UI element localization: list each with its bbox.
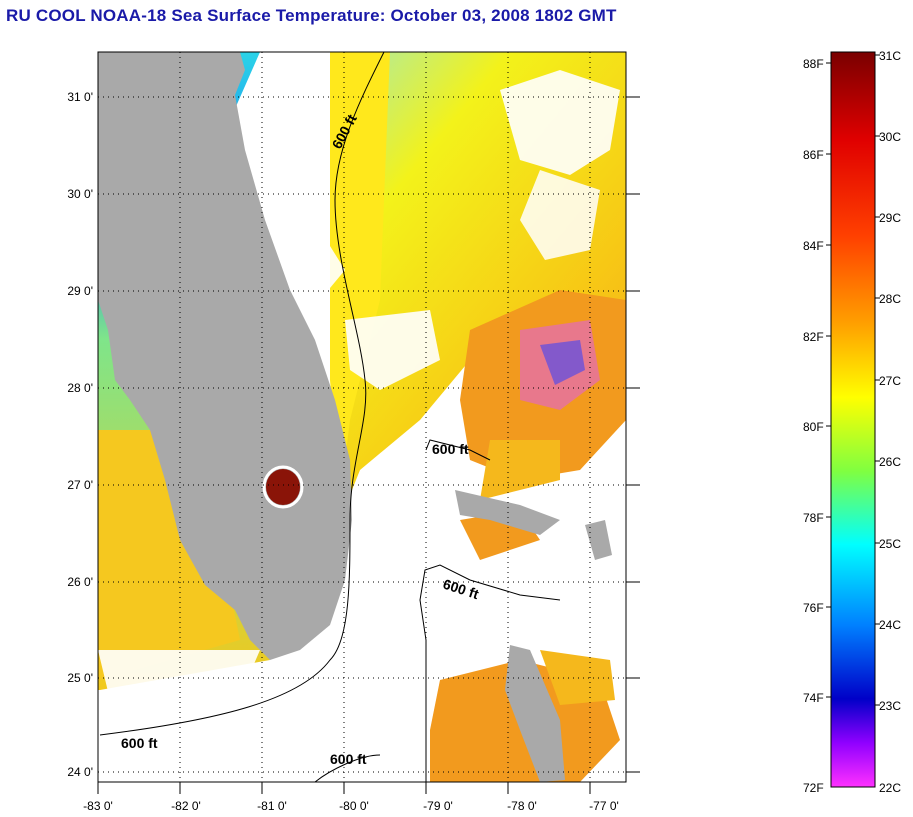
- colorbar-c-label: 30C: [879, 130, 901, 144]
- colorbar-c-label: 23C: [879, 699, 901, 713]
- colorbar-f-label: 72F: [803, 781, 824, 795]
- colorbar-f-label: 78F: [803, 511, 824, 525]
- colorbar-f-label: 76F: [803, 601, 824, 615]
- colorbar-f-label: 86F: [803, 148, 824, 162]
- colorbar-c-label: 31C: [879, 49, 901, 63]
- map-frame: [97, 51, 627, 783]
- colorbar-c-label: 28C: [879, 292, 901, 306]
- colorbar-f-label: 74F: [803, 691, 824, 705]
- colorbar-c-label: 29C: [879, 211, 901, 225]
- colorbar-c-label: 25C: [879, 537, 901, 551]
- lake-okeechobee: [266, 469, 300, 505]
- isobath-600ft: [99, 51, 561, 783]
- temperature-colorbar: [830, 51, 876, 788]
- colorbar-f-label: 84F: [803, 239, 824, 253]
- colorbar-f-label: 88F: [803, 57, 824, 71]
- frame-ticks: [97, 96, 640, 794]
- andros-land: [505, 645, 565, 782]
- lat-label: 26 0': [67, 575, 93, 589]
- colorbar-c-label: 27C: [879, 374, 901, 388]
- lon-label: -81 0': [257, 799, 287, 813]
- lat-lon-grid: [97, 52, 626, 782]
- colorbar-c-label: 24C: [879, 618, 901, 632]
- map-title: RU COOL NOAA-18 Sea Surface Temperature:…: [6, 6, 617, 25]
- lon-label: -78 0': [507, 799, 537, 813]
- colorbar-c-label: 22C: [879, 781, 901, 795]
- florida-land: [98, 52, 352, 660]
- lat-label: 28 0': [67, 381, 93, 395]
- map-content: [98, 52, 626, 782]
- lat-label: 29 0': [67, 284, 93, 298]
- lon-label: -77 0': [589, 799, 619, 813]
- lon-label: -79 0': [423, 799, 453, 813]
- contour-label: 600 ft: [432, 441, 469, 457]
- colorbar-ticks: [826, 54, 880, 706]
- contour-label: 600 ft: [121, 735, 158, 751]
- colorbar-c-label: 26C: [879, 455, 901, 469]
- lat-label: 25 0': [67, 671, 93, 685]
- contour-label: 600 ft: [330, 751, 367, 767]
- colorbar-f-label: 82F: [803, 330, 824, 344]
- lon-label: -82 0': [171, 799, 201, 813]
- lon-label: -83 0': [83, 799, 113, 813]
- lat-label: 24 0': [67, 765, 93, 779]
- lat-label: 31 0': [67, 90, 93, 104]
- lat-label: 30 0': [67, 187, 93, 201]
- cloud-patch: [500, 70, 620, 175]
- lon-label: -80 0': [339, 799, 369, 813]
- lat-label: 27 0': [67, 478, 93, 492]
- colorbar-f-label: 80F: [803, 420, 824, 434]
